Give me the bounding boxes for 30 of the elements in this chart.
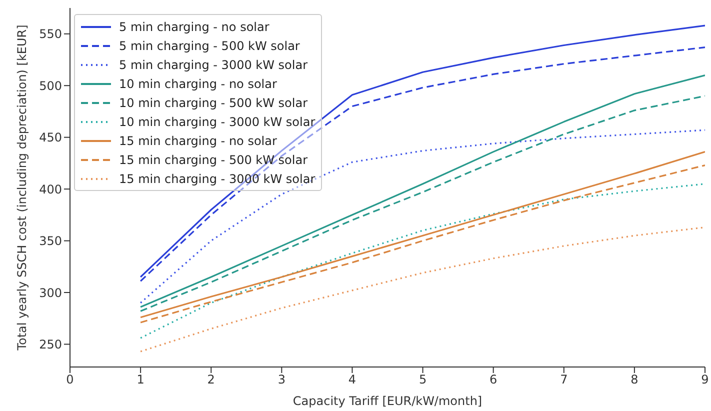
legend-label: 15 min charging - 3000 kW solar <box>119 172 316 186</box>
line-series <box>140 226 705 352</box>
x-tick-label: 0 <box>66 372 74 387</box>
y-tick-label: 250 <box>39 338 62 352</box>
y-tick-label: 350 <box>39 234 62 248</box>
legend-label: 10 min charging - 500 kW solar <box>119 96 308 110</box>
legend-label: 5 min charging - no solar <box>119 20 270 34</box>
legend-label: 5 min charging - 500 kW solar <box>119 38 300 52</box>
x-tick-label: 3 <box>278 372 286 387</box>
y-tick-label: 450 <box>39 130 62 145</box>
x-tick-label: 4 <box>348 372 356 387</box>
line-series <box>140 129 705 304</box>
x-tick-label: 7 <box>560 372 568 387</box>
x-axis-title: Capacity Tariff [EUR/kW/month] <box>292 394 482 408</box>
legend-label: 5 min charging - 3000 kW solar <box>119 58 308 72</box>
x-tick-label: 8 <box>630 372 638 387</box>
legend-label: 10 min charging - no solar <box>119 76 277 90</box>
legend-label: 10 min charging - 3000 kW solar <box>119 114 316 128</box>
x-tick-label: 6 <box>490 372 498 387</box>
x-tick-label: 9 <box>701 372 709 387</box>
legend-label: 15 min charging - no solar <box>119 134 277 148</box>
legend-label: 15 min charging - 500 kW solar <box>119 152 308 166</box>
y-axis-title: Total yearly SSCH cost (including depreciation) [kEUR] <box>15 24 29 352</box>
x-tick-label: 1 <box>136 372 144 387</box>
y-tick-label: 300 <box>39 286 62 300</box>
x-tick-label: 5 <box>418 372 427 387</box>
x-tick-label: 2 <box>207 372 215 387</box>
y-tick-label: 550 <box>39 27 62 42</box>
y-tick-label: 500 <box>39 78 62 93</box>
y-tick-label: 400 <box>39 182 62 196</box>
